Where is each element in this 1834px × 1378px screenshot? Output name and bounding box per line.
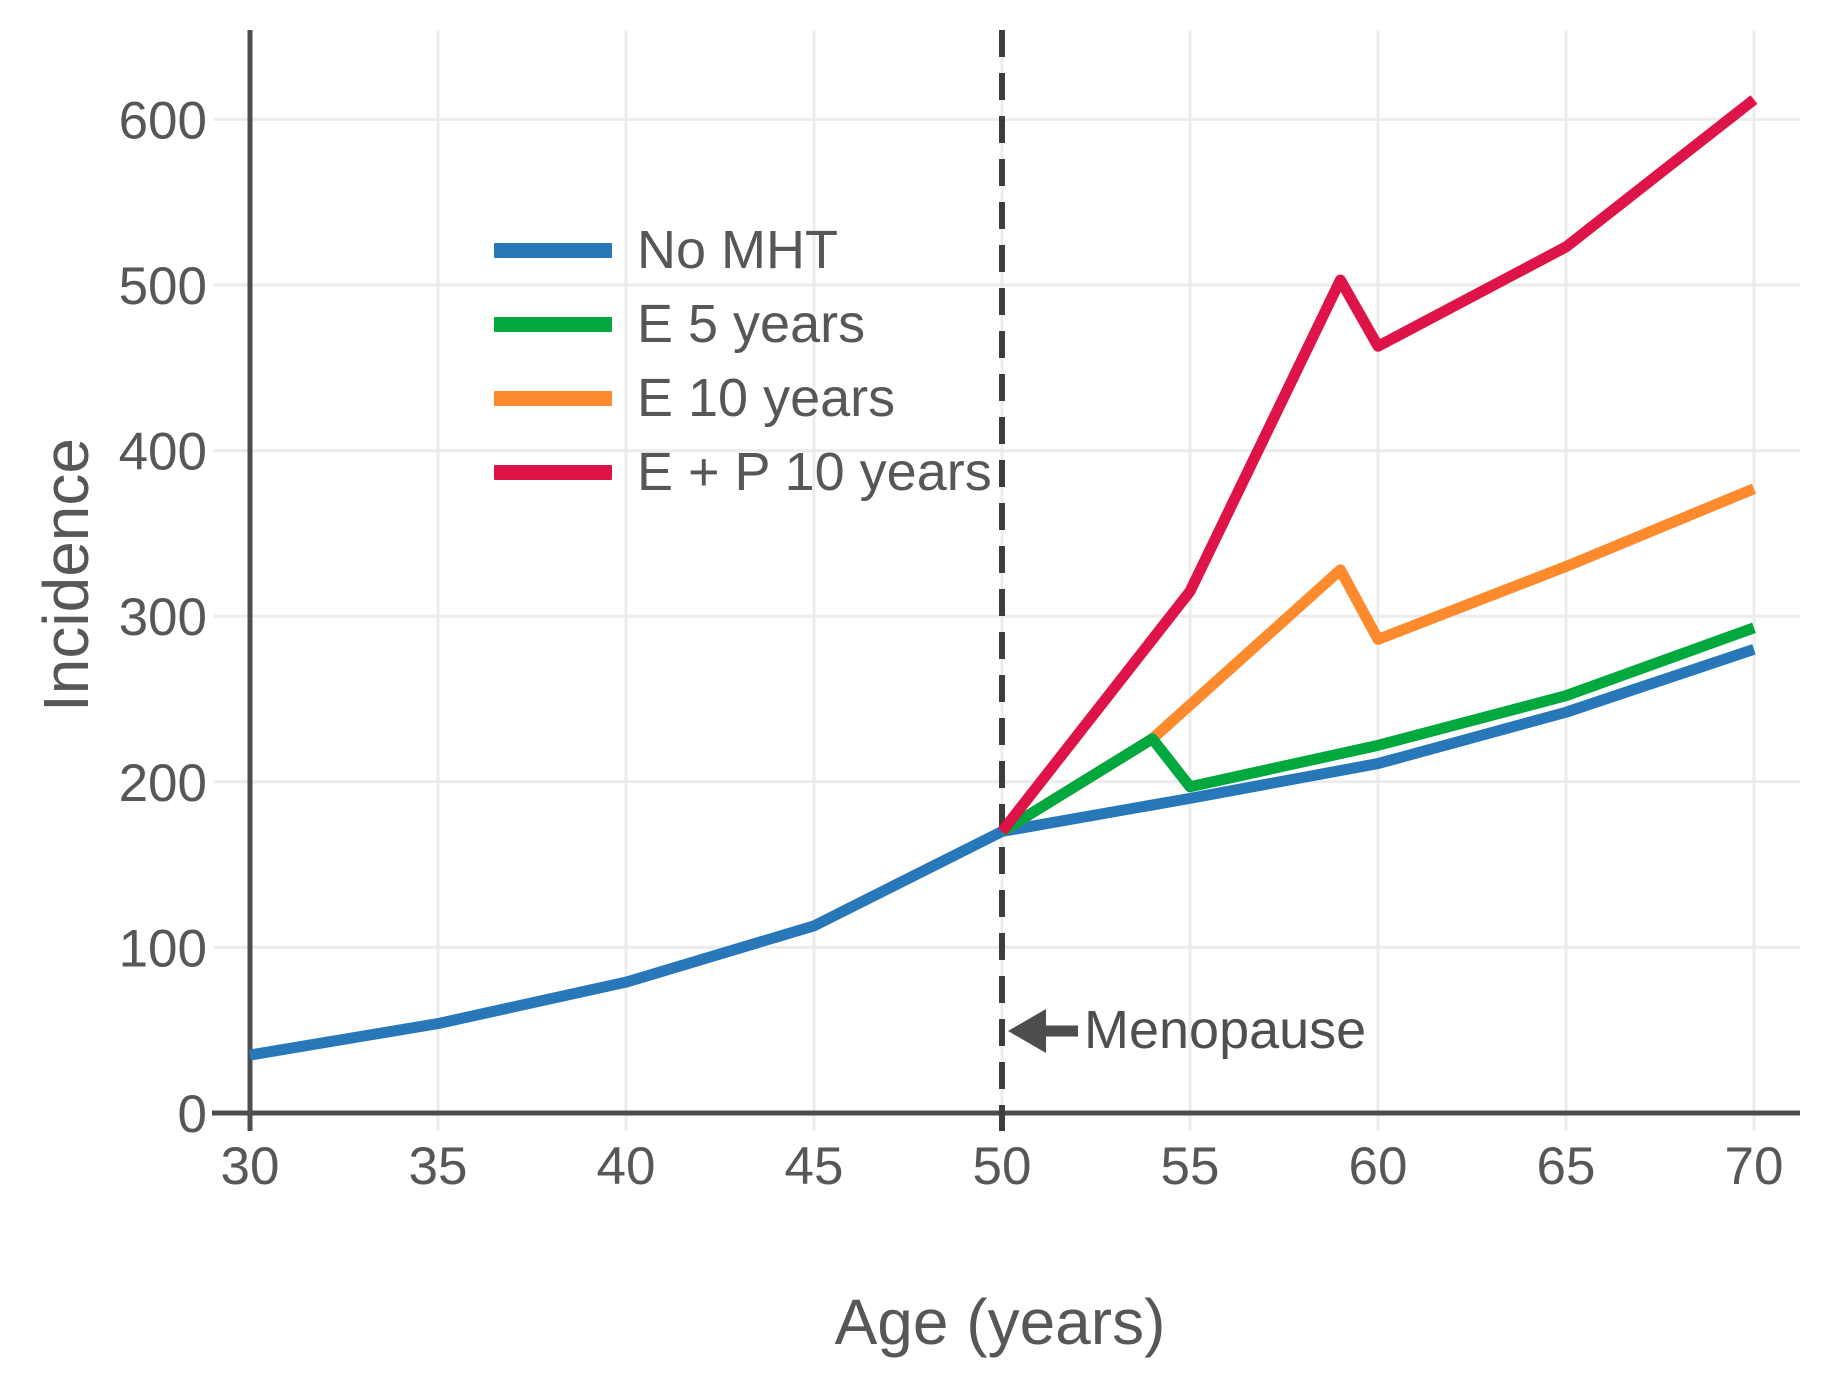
legend-item-e-5-years: E 5 years [494, 294, 866, 354]
x-tick-label-30: 30 [221, 1137, 280, 1196]
x-tick-label-55: 55 [1161, 1137, 1220, 1196]
legend-label-e-10-years: E 10 years [637, 368, 896, 428]
x-axis-title: Age (years) [834, 1286, 1166, 1358]
legend-swatch-no-mht [494, 242, 612, 258]
menopause-arrowhead-icon [1008, 1009, 1046, 1053]
series-line-e-p-10-years [997, 95, 1758, 835]
x-tick-label-60: 60 [1349, 1137, 1408, 1196]
x-tick-label-70: 70 [1725, 1137, 1784, 1196]
series-line-e-5-years [999, 622, 1756, 837]
y-tick-label-200: 200 [119, 754, 207, 813]
legend-label-e-5-years: E 5 years [637, 294, 866, 354]
legend-item-no-mht: No MHT [494, 220, 838, 280]
legend-swatch-e-10-years [494, 390, 612, 406]
menopause-annotation-label: Menopause [1084, 999, 1367, 1060]
y-tick-label-300: 300 [119, 588, 207, 647]
legend-swatch-e-p-10-years [494, 464, 612, 480]
x-tick-label-35: 35 [409, 1137, 468, 1196]
y-axis-title: Incidence [30, 438, 102, 712]
x-tick-label-40: 40 [597, 1137, 656, 1196]
y-tick-label-600: 600 [119, 91, 207, 150]
x-tick-label-45: 45 [785, 1137, 844, 1196]
legend-swatch-e-5-years [494, 316, 612, 332]
legend-label-no-mht: No MHT [637, 220, 838, 280]
y-tick-label-500: 500 [119, 257, 207, 316]
y-tick-label-400: 400 [119, 423, 207, 482]
legend-item-e-10-years: E 10 years [494, 368, 896, 428]
legend-label-e-p-10-years: E + P 10 years [637, 442, 992, 502]
legend-item-e-p-10-years: E + P 10 years [494, 442, 992, 502]
y-tick-label-100: 100 [119, 919, 207, 978]
y-tick-label-0: 0 [178, 1085, 207, 1144]
x-tick-label-50: 50 [973, 1137, 1032, 1196]
x-tick-label-65: 65 [1537, 1137, 1596, 1196]
